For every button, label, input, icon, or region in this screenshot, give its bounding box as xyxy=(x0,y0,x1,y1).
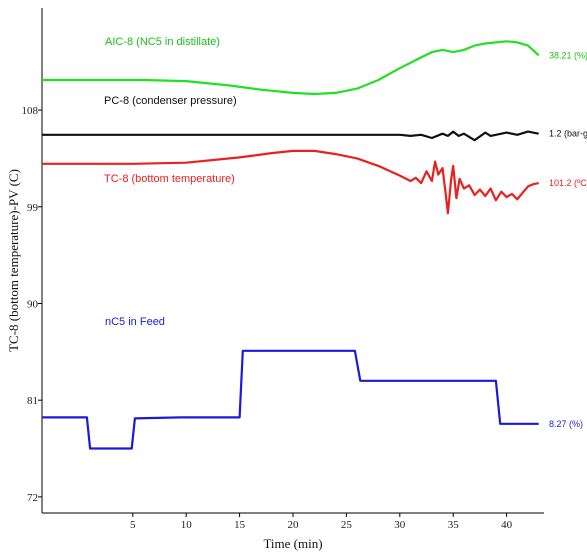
series-end-label-tc-8-bottom-temperature: 101.2 (ºC) xyxy=(549,178,587,188)
x-tick-label: 25 xyxy=(341,519,353,531)
y-axis-title: TC-8 (bottom temperature)-PV (C) xyxy=(6,169,21,352)
y-tick-label: 81 xyxy=(27,395,38,407)
series-lines xyxy=(42,40,540,450)
series-label-tc-8-bottom-temperature: TC-8 (bottom temperature) xyxy=(104,173,235,185)
y-tick-label: 99 xyxy=(27,202,39,214)
series-end-label-nc5-in-feed: 8.27 (%) xyxy=(549,419,583,429)
series-line-nc5-in-feed xyxy=(42,349,539,450)
x-tick-label: 15 xyxy=(234,519,246,531)
x-tick-label: 30 xyxy=(394,519,406,531)
end-labels: 38.21 (%) 1.2 (bar-g) 101.2 (ºC) 8.27 (%) xyxy=(549,50,587,429)
series-label-pc-8-condenser-pressure: PC-8 (condenser pressure) xyxy=(104,95,237,107)
x-axis-title: Time (min) xyxy=(263,536,322,551)
series-end-label-pc-8-condenser-pressure: 1.2 (bar-g) xyxy=(549,129,587,139)
x-tick-label: 40 xyxy=(501,519,513,531)
series-line-tc-8-bottom-temperature xyxy=(42,149,539,215)
x-tick-label: 35 xyxy=(448,519,460,531)
x-tick-label: 10 xyxy=(181,519,193,531)
y-tick-label: 108 xyxy=(22,105,39,117)
series-line-pc-8-condenser-pressure xyxy=(42,130,539,142)
x-tick-label: 5 xyxy=(130,519,136,531)
x-tick-label: 20 xyxy=(288,519,300,531)
y-ticks: 72 81 90 99 108 xyxy=(22,105,42,504)
series-label-nc5-in-feed: nC5 in Feed xyxy=(105,316,165,328)
y-tick-label: 90 xyxy=(27,298,39,310)
series-labels: AIC-8 (NC5 in distillate) PC-8 (condenser… xyxy=(104,36,237,328)
y-tick-label: 72 xyxy=(27,492,38,504)
x-ticks: 5 10 15 20 25 30 35 40 xyxy=(130,513,513,531)
series-line-aic-8-nc5-in-distillate xyxy=(42,40,540,96)
chart-axes xyxy=(41,8,544,514)
series-label-aic-8-nc5-in-distillate: AIC-8 (NC5 in distillate) xyxy=(105,36,220,48)
series-end-label-aic-8-nc5-in-distillate: 38.21 (%) xyxy=(549,50,587,60)
